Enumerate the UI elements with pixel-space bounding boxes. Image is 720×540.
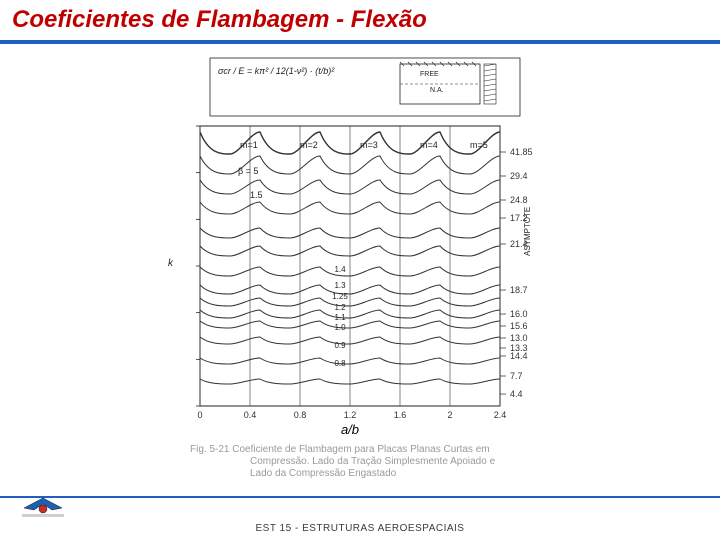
y-axis-label: k: [168, 258, 174, 269]
formula-text: σcr / E = kπ² / 12(1-ν²) · (t/b)²: [218, 66, 335, 76]
asymptote-value: 21.4: [510, 239, 528, 249]
beta-sub-label: 1.5: [250, 190, 263, 200]
diagram-free-label: FREE: [420, 71, 439, 78]
x-tick: 1.6: [394, 410, 407, 420]
asymptote-value: 4.4: [510, 389, 523, 399]
asymptote-value: 41.85: [510, 147, 533, 157]
asymptote-value: 29.4: [510, 171, 528, 181]
divider-top: [0, 40, 720, 44]
asymptote-value: 18.7: [510, 285, 528, 295]
asymptote-value: 24.8: [510, 195, 528, 205]
x-tick: 2: [447, 410, 452, 420]
curve-param-label: 1.2: [334, 303, 346, 312]
beta-label: β = 5: [238, 166, 258, 176]
asymptote-value: 14.4: [510, 351, 528, 361]
asymptote-value: 7.7: [510, 371, 523, 381]
figure-caption-3: Lado da Compressão Engastado: [250, 468, 397, 479]
x-axis-label: a/b: [341, 422, 359, 437]
figure-caption-1: Fig. 5-21 Coeficiente de Flambagem para …: [190, 444, 490, 455]
divider-bottom: [0, 496, 720, 498]
asymptote-value: 15.6: [510, 321, 528, 331]
buckling-chart: σcr / E = kπ² / 12(1-ν²) · (t/b)² FREE N.A…: [150, 56, 590, 486]
curve-param-label: 1.4: [334, 265, 346, 274]
asymptote-value: 16.0: [510, 309, 528, 319]
x-tick: 1.2: [344, 410, 357, 420]
x-tick: 0.8: [294, 410, 307, 420]
logo-fab-icon: [22, 494, 64, 518]
x-tick: 0: [197, 410, 202, 420]
asymptote-value: 17.2: [510, 213, 528, 223]
page-title: Coeficientes de Flambagem - Flexão: [12, 6, 427, 34]
asymptote-value: 13.0: [510, 333, 528, 343]
x-tick: 0.4: [244, 410, 257, 420]
diagram-na-label: N.A.: [430, 87, 444, 94]
footer-text: EST 15 - ESTRUTURAS AEROESPACIAIS: [0, 523, 720, 534]
curve-param-label: 0.9: [334, 341, 346, 350]
x-tick: 2.4: [494, 410, 507, 420]
curve-param-label: 1.3: [334, 281, 346, 290]
figure-caption-2: Compressão. Lado da Tração Simplesmente …: [250, 456, 496, 467]
